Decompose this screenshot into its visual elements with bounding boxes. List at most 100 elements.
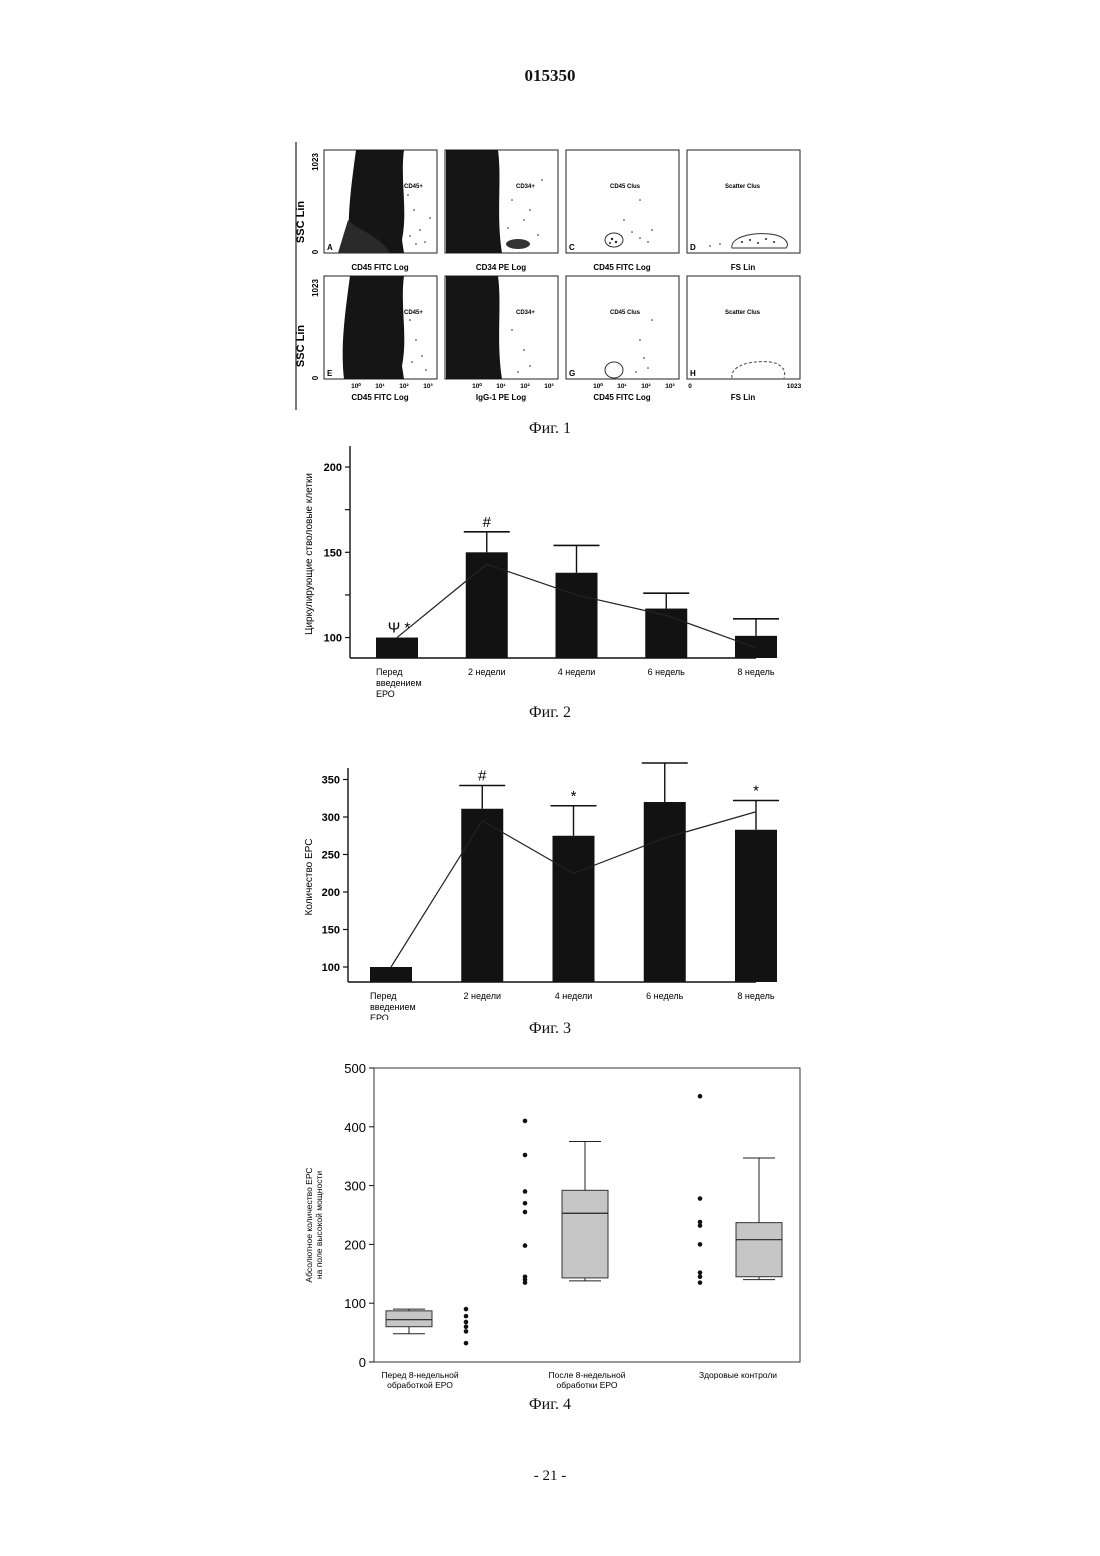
y-tick-label: 350 (322, 775, 340, 787)
significance-marker: # (483, 514, 492, 531)
panel-b: CD34+ (445, 150, 558, 253)
significance-marker: * (662, 760, 668, 762)
y-tick-1023-row2: 1023 (311, 279, 320, 297)
panel-g: CD45 Clus G (566, 276, 679, 379)
data-point (523, 1243, 528, 1248)
data-point (698, 1270, 703, 1275)
bar (556, 573, 598, 658)
significance-marker: * (753, 783, 759, 800)
panel-f: CD34+ (445, 276, 558, 379)
data-point (523, 1153, 528, 1158)
x-axis-label: CD45 FITC Log (593, 263, 650, 272)
x-axis-label: CD45 FITC Log (351, 393, 408, 402)
data-point (464, 1314, 469, 1319)
bar (735, 830, 777, 982)
x-category-label: 2 недели (463, 991, 501, 1001)
y-axis-label: Циркулирующие стволовые клетки (304, 473, 315, 635)
gate-label: CD34+ (516, 310, 535, 316)
y-axis-label: Абсолютное количество ЕРС (304, 1167, 314, 1282)
bar (735, 636, 777, 658)
y-tick-label: 250 (322, 850, 340, 862)
y-axis-label: Количество ЕРС (304, 839, 315, 916)
patent-number: 015350 (0, 66, 1100, 86)
x-category-label: 4 недели (555, 991, 593, 1001)
x-axis-label: CD45 FITC Log (593, 393, 650, 402)
x-axis-label: IgG-1 PE Log (476, 393, 526, 402)
y-tick-label: 150 (322, 925, 340, 937)
x-category-label: обработки ЕРО (557, 1380, 618, 1390)
y-tick-label: 200 (322, 887, 340, 899)
x-category-label: После 8-недельной (549, 1370, 626, 1380)
figure-3-caption: Фиг. 3 (0, 1020, 1100, 1038)
x-axis-label: CD34 PE Log (476, 263, 526, 272)
data-point (523, 1189, 528, 1194)
x-category-label: Здоровые контроли (699, 1370, 777, 1380)
data-point (464, 1320, 469, 1325)
log-tick: 10⁰ (472, 382, 482, 390)
bar (376, 638, 418, 658)
y-tick-label: 400 (344, 1120, 366, 1135)
panel-d: Scatter Clus D (687, 150, 800, 253)
y-axis-label-row1: SSC Lin (295, 201, 307, 243)
page-number: - 21 - (0, 1468, 1100, 1485)
panel-a: CD45+ A (324, 150, 437, 253)
data-point (698, 1220, 703, 1225)
lin-tick: 0 (688, 383, 692, 390)
y-tick-label: 100 (322, 962, 340, 974)
x-axis-label: CD45 FITC Log (351, 263, 408, 272)
gate-label: CD45+ (404, 310, 423, 316)
log-tick: 10⁰ (593, 382, 603, 390)
bar (466, 552, 508, 658)
x-category-label: Перед 8-недельной (381, 1370, 458, 1380)
x-category-label: введением (370, 1002, 416, 1012)
x-category-label: Перед (376, 667, 403, 677)
significance-marker: * (571, 788, 577, 805)
x-category-label: Перед (370, 991, 397, 1001)
data-point (523, 1274, 528, 1279)
panel-letter: H (690, 369, 696, 378)
gate-label: CD45 Clus (610, 310, 641, 316)
data-point (698, 1094, 703, 1099)
gate-label: CD34+ (516, 184, 535, 190)
x-axis-label: FS Lin (731, 393, 756, 402)
y-tick-0-row1: 0 (311, 249, 320, 254)
x-category-label: введением (376, 678, 422, 688)
x-category-label: 6 недель (646, 991, 683, 1001)
log-tick: 10⁰ (351, 382, 361, 390)
panel-c: CD45 Clus C (566, 150, 679, 253)
data-point (523, 1119, 528, 1124)
significance-marker: Ψ * (388, 620, 411, 637)
log-tick: 10¹ (496, 383, 505, 390)
panel-letter: G (569, 369, 575, 378)
data-point (464, 1307, 469, 1312)
figure-1-caption: Фиг. 1 (0, 420, 1100, 438)
y-tick-label: 500 (344, 1061, 366, 1076)
data-point (698, 1280, 703, 1285)
box (736, 1223, 782, 1277)
y-tick-label: 200 (324, 462, 342, 474)
y-axis-label: на поле высокой мощности (314, 1171, 324, 1279)
lin-tick: 1023 (787, 383, 802, 390)
y-tick-1023-row1: 1023 (311, 153, 320, 171)
figure-2-caption: Фиг. 2 (0, 704, 1100, 722)
log-tick: 10¹ (617, 383, 626, 390)
x-category-label: 6 недель (648, 667, 685, 677)
panel-letter: E (327, 369, 333, 378)
x-category-label: ЕРО (370, 1013, 389, 1020)
panel-letter: D (690, 243, 696, 252)
bar (461, 809, 503, 982)
y-tick-label: 300 (322, 812, 340, 824)
figure-4-chart: 0100200300400500Абсолютное количество ЕР… (290, 1055, 810, 1395)
x-category-label: обработкой ЕРО (387, 1380, 453, 1390)
panel-letter: A (327, 243, 333, 252)
bar (370, 967, 412, 982)
data-point (698, 1242, 703, 1247)
gate-label: CD45+ (404, 184, 423, 190)
y-tick-label: 200 (344, 1237, 366, 1252)
log-tick: 10¹ (375, 383, 384, 390)
log-tick: 10² (399, 383, 409, 390)
box (562, 1190, 608, 1278)
significance-marker: # (478, 768, 487, 785)
gate-label: Scatter Clus (725, 310, 761, 316)
data-point (523, 1210, 528, 1215)
